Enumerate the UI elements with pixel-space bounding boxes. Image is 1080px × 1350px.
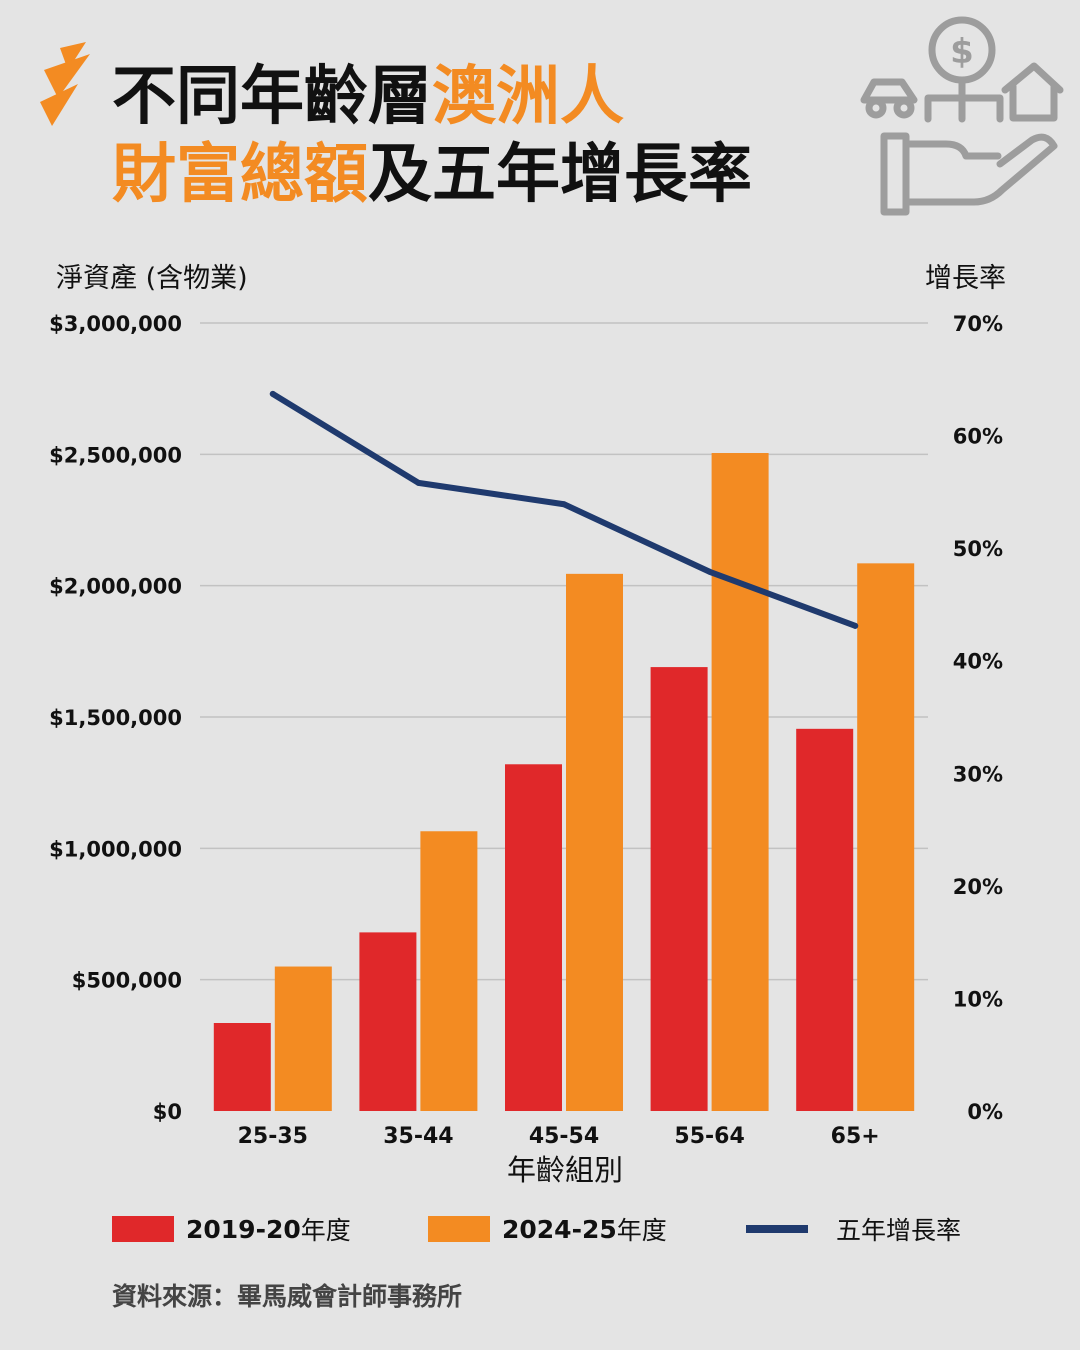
legend-item-2019: 2019-20 年度 [112, 1207, 351, 1251]
y-tick-label: $3,000,000 [49, 312, 182, 336]
x-tick-label: 35-44 [383, 1124, 453, 1149]
legend-label-2019-rest: 年度 [300, 1216, 351, 1245]
x-tick-label: 55-64 [674, 1124, 744, 1149]
page-title: 不同年齡層澳洲人 財富總額及五年增長率 [112, 58, 752, 214]
y-tick-label: $2,500,000 [49, 443, 182, 467]
bar-2024-25 [420, 831, 478, 1111]
growth-rate-point [415, 479, 422, 486]
growth-rate-point [706, 568, 713, 575]
legend-label-2019-bold: 2019-20 [186, 1214, 301, 1244]
y-tick-label-right: 20% [953, 875, 1003, 899]
bar-2024-25 [566, 573, 623, 1111]
y-tick-label-right: 30% [953, 762, 1003, 786]
bar-2019-20 [213, 1023, 271, 1111]
legend-swatch-2024 [428, 1216, 490, 1242]
chart-legend: 2019-20 年度 2024-25 年度 五年增長率 [0, 1207, 1080, 1251]
y-tick-label: $1,500,000 [49, 706, 182, 730]
x-axis-title: 年齡組別 [507, 1153, 623, 1187]
x-tick-label: 45-54 [529, 1124, 599, 1149]
money-hand-icon: $ [860, 16, 1064, 216]
bar-2019-20 [505, 764, 562, 1111]
growth-rate-point [561, 501, 567, 508]
title-line2-accent: 財富總額 [112, 138, 368, 212]
y-axis-right-title: 增長率 [925, 263, 1006, 294]
bar-2019-20 [650, 667, 708, 1111]
y-axis-title: 淨資產 (含物業) [56, 263, 248, 294]
legend-label-growth: 五年增長率 [836, 1216, 962, 1245]
growth-rate-point [852, 622, 859, 629]
x-tick-label: 65+ [831, 1124, 880, 1149]
bar-2019-20 [796, 728, 854, 1111]
y-tick-label: $0 [153, 1100, 182, 1124]
legend-label-2024-rest: 年度 [616, 1216, 667, 1245]
y-tick-label: $500,000 [72, 969, 182, 993]
bar-2024-25 [857, 563, 915, 1111]
bar-2024-25 [274, 966, 332, 1111]
source-note: 資料來源：畢馬威會計師事務所 [112, 1282, 463, 1311]
svg-text:$: $ [950, 32, 974, 72]
y-tick-label: $1,000,000 [49, 837, 182, 861]
growth-rate-point [269, 390, 276, 397]
legend-label-2024-bold: 2024-25 [502, 1214, 617, 1244]
y-tick-label-right: 60% [953, 425, 1003, 449]
combo-chart: 淨資產 (含物業) 增長率 $0 $500,000 $1,000,000 $1,500,0… [49, 263, 1006, 1187]
x-tick-label: 25-35 [238, 1124, 308, 1149]
y-tick-label-right: 70% [953, 312, 1003, 336]
legend-swatch-2019 [112, 1216, 174, 1242]
y-tick-label-right: 50% [953, 537, 1003, 561]
title-line1-accent: 澳洲人 [432, 60, 624, 134]
y-tick-label: $2,000,000 [49, 575, 182, 599]
brand-logo-icon [40, 42, 90, 126]
legend-swatch-growth [746, 1225, 808, 1233]
y-tick-label-right: 0% [967, 1100, 1003, 1124]
bar-2019-20 [359, 932, 417, 1111]
title-line1-dark: 不同年齡層 [112, 60, 432, 134]
y-tick-label-right: 40% [953, 650, 1003, 674]
title-line2-dark: 及五年增長率 [368, 138, 752, 212]
bar-2024-25 [711, 453, 769, 1111]
y-tick-label-right: 10% [953, 987, 1003, 1011]
legend-item-growth: 五年增長率 [746, 1207, 961, 1251]
legend-item-2024: 2024-25 年度 [428, 1207, 667, 1251]
